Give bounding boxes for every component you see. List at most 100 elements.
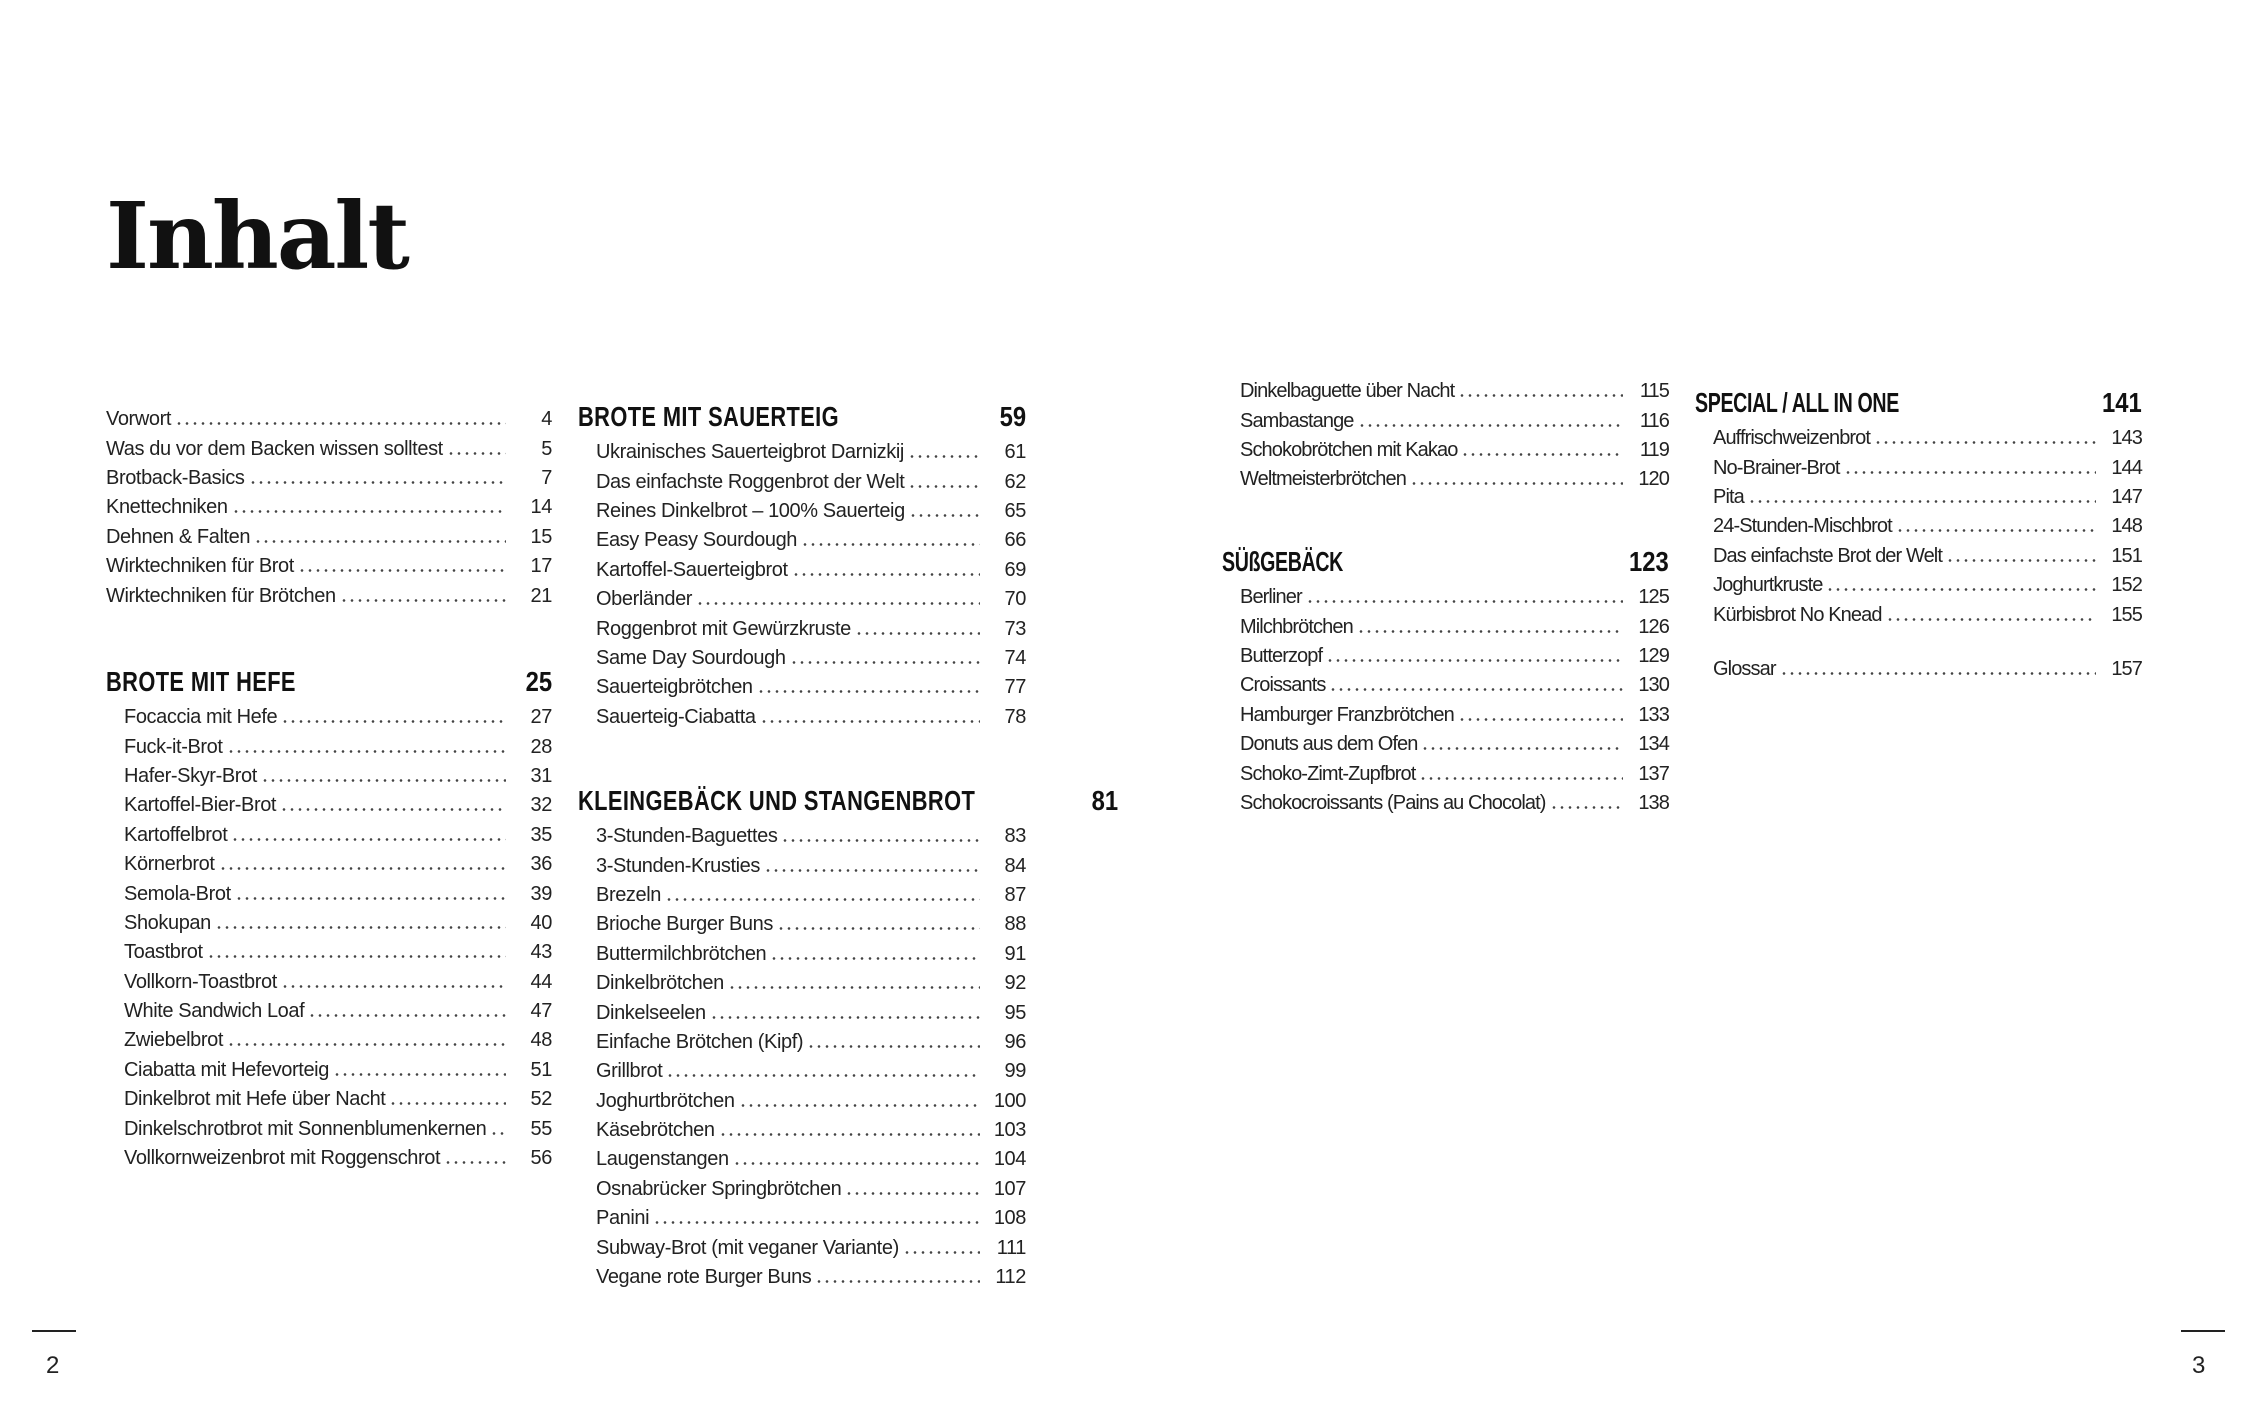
toc-entry[interactable]: Grillbrot 99 (578, 1057, 1026, 1086)
toc-entry-title: Fuck-it-Brot (124, 735, 223, 758)
toc-entry[interactable]: Dinkelbaguette über Nacht 115 (1240, 377, 1670, 406)
toc-entry[interactable]: Hamburger Franzbrötchen 133 (1222, 701, 1670, 730)
toc-entry[interactable]: Reines Dinkelbrot – 100% Sauerteig 65 (578, 497, 1026, 526)
toc-entry[interactable]: Brezeln 87 (578, 881, 1026, 910)
toc-entry[interactable]: Schokobrötchen mit Kakao 119 (1240, 436, 1670, 465)
toc-entry[interactable]: 3-Stunden-Baguettes 83 (578, 822, 1026, 851)
toc-entry-title: Knettechniken (106, 496, 228, 519)
toc-entry-title: Semola-Brot (124, 882, 231, 905)
toc-entry-page: 39 (530, 882, 553, 905)
toc-entry[interactable]: Was du vor dem Backen wissen solltest 5 (106, 434, 552, 463)
toc-entry[interactable]: Knettechniken 14 (106, 493, 552, 522)
toc-entry[interactable]: Buttermilchbrötchen 91 (578, 940, 1026, 969)
toc-entry[interactable]: Ukrainisches Sauerteigbrot Darnizkij 61 (578, 438, 1026, 467)
toc-entry[interactable]: Brotback-Basics 7 (106, 464, 552, 493)
toc-entry[interactable]: Fuck-it-Brot 28 (106, 732, 552, 761)
toc-entry[interactable]: Sauerteigbrötchen 77 (578, 673, 1026, 702)
dot-leader (231, 510, 506, 514)
toc-entry[interactable]: Osnabrücker Springbrötchen 107 (578, 1175, 1026, 1204)
toc-entry[interactable]: Toastbrot 43 (106, 938, 552, 967)
toc-entry[interactable]: Dinkelseelen 95 (578, 998, 1026, 1027)
toc-entry[interactable]: Subway-Brot (mit veganer Variante) 111 (578, 1233, 1026, 1262)
toc-entry[interactable]: Wirktechniken für Brot 17 (106, 552, 552, 581)
toc-entry[interactable]: Zwiebelbrot 48 (106, 1026, 552, 1055)
toc-entry[interactable]: Vollkorn-Toastbrot 44 (106, 968, 552, 997)
toc-entry[interactable]: Semola-Brot 39 (106, 879, 552, 908)
section-heading: KLEINGEBÄCK UND STANGENBROT 81 (578, 783, 1118, 819)
toc-entry[interactable]: Roggenbrot mit Gewürzkruste 73 (578, 614, 1026, 643)
toc-entry[interactable]: Vollkornweizenbrot mit Roggenschrot 56 (106, 1144, 552, 1173)
dot-leader (339, 598, 506, 602)
dot-leader (297, 569, 506, 573)
toc-entry[interactable]: Pita 147 (1695, 483, 2143, 512)
toc-entry[interactable]: Schoko-Zimt-Zupfbrot 137 (1222, 759, 1670, 788)
toc-entry[interactable]: Oberländer 70 (578, 585, 1026, 614)
toc-entry[interactable]: Wirktechniken für Brötchen 21 (106, 581, 552, 610)
toc-entry[interactable]: Kartoffel-Bier-Brot 32 (106, 791, 552, 820)
toc-entry[interactable]: 24-Stunden-Mischbrot 148 (1695, 512, 2143, 541)
toc-entry[interactable]: No-Brainer-Brot 144 (1695, 453, 2143, 482)
toc-entry[interactable]: Donuts aus dem Ofen 134 (1222, 730, 1670, 759)
toc-entry[interactable]: Ciabatta mit Hefevorteig 51 (106, 1056, 552, 1085)
toc-entry-title: Was du vor dem Backen wissen solltest (106, 437, 443, 460)
toc-entry-page: 133 (1638, 703, 1670, 726)
toc-entry[interactable]: Dehnen & Falten 15 (106, 523, 552, 552)
toc-entry[interactable]: White Sandwich Loaf 47 (106, 997, 552, 1026)
toc-entry[interactable]: Kürbisbrot No Knead 155 (1695, 600, 2143, 629)
toc-entry-title: Butterzopf (1240, 644, 1323, 667)
toc-entry-page: 7 (541, 466, 552, 489)
toc-entry[interactable]: Vegane rote Burger Buns 112 (578, 1263, 1026, 1292)
dot-leader (1946, 558, 2096, 562)
toc-entry[interactable]: Focaccia mit Hefe 27 (106, 703, 552, 732)
toc-entry[interactable]: Berliner 125 (1222, 583, 1670, 612)
toc-entry[interactable]: Das einfachste Brot der Welt 151 (1695, 542, 2143, 571)
toc-entry[interactable]: Hafer-Skyr-Brot 31 (106, 762, 552, 791)
dot-leader (281, 720, 506, 724)
toc-entry[interactable]: Same Day Sourdough 74 (578, 644, 1026, 673)
toc-entry[interactable]: Schokocroissants (Pains au Chocolat) 138 (1222, 789, 1670, 818)
dot-leader (1826, 588, 2096, 592)
toc-entry[interactable]: Laugenstangen 104 (578, 1145, 1026, 1174)
toc-entry[interactable]: Joghurtkruste 152 (1695, 571, 2143, 600)
toc-entry[interactable]: Körnerbrot 36 (106, 850, 552, 879)
toc-entry-title: Dinkelschrotbrot mit Sonnenblumenkernen (124, 1117, 487, 1140)
toc-entry[interactable]: Kartoffelbrot 35 (106, 821, 552, 850)
toc-entry[interactable]: Das einfachste Roggenbrot der Welt 62 (578, 467, 1026, 496)
dot-leader (764, 868, 980, 872)
toc-entry[interactable]: Käsebrötchen 103 (578, 1116, 1026, 1145)
dot-leader (1874, 441, 2096, 445)
toc-entry[interactable]: Butterzopf 129 (1222, 642, 1670, 671)
toc-entry-title: Milchbrötchen (1240, 615, 1354, 638)
toc-entry[interactable]: 3-Stunden-Krusties 84 (578, 851, 1026, 880)
toc-entry[interactable]: Sauerteig-Ciabatta 78 (578, 703, 1026, 732)
toc-entry-title: Zwiebelbrot (124, 1029, 223, 1052)
toc-entry[interactable]: Auffrischweizenbrot 143 (1695, 424, 2143, 453)
toc-entry[interactable]: Panini 108 (578, 1204, 1026, 1233)
toc-entry-page: 112 (995, 1266, 1026, 1289)
toc-entry[interactable]: Einfache Brötchen (Kipf) 96 (578, 1028, 1026, 1057)
toc-entry[interactable]: Brioche Burger Buns 88 (578, 910, 1026, 939)
toc-entry[interactable]: Dinkelbrötchen 92 (578, 969, 1026, 998)
toc-entry-title: Dinkelseelen (596, 1001, 706, 1024)
toc-entry[interactable]: Kartoffel-Sauerteigbrot 69 (578, 556, 1026, 585)
toc-entry[interactable]: Joghurtbrötchen 100 (578, 1087, 1026, 1116)
toc-entry-page: 32 (530, 794, 553, 817)
toc-entry[interactable]: Sambastange 116 (1240, 406, 1670, 435)
toc-entry-page: 130 (1638, 674, 1670, 697)
toc-entry[interactable]: Dinkelbrot mit Hefe über Nacht 52 (106, 1085, 552, 1114)
toc-entry[interactable]: Weltmeisterbrötchen 120 (1240, 465, 1670, 494)
toc-entry-title: Easy Peasy Sourdough (596, 529, 798, 552)
toc-entry[interactable]: Shokupan 40 (106, 909, 552, 938)
toc-entry[interactable]: Easy Peasy Sourdough 66 (578, 526, 1026, 555)
toc-entry[interactable]: Croissants 130 (1222, 671, 1670, 700)
toc-entry[interactable]: Milchbrötchen 126 (1222, 612, 1670, 641)
toc-entry[interactable]: Vorwort 4 (106, 405, 552, 434)
dot-leader (738, 1103, 980, 1107)
page-title: Inhalt (106, 182, 410, 290)
toc-entry[interactable]: Glossar 157 (1713, 655, 2143, 684)
toc-entry-title: Croissants (1240, 674, 1326, 697)
toc-entry[interactable]: Dinkelschrotbrot mit Sonnenblumenkernen 5… (106, 1114, 552, 1143)
toc-entry-title: Dinkelbrot mit Hefe über Nacht (124, 1088, 386, 1111)
toc-entry-title: Dehnen & Falten (106, 525, 251, 548)
dot-leader (770, 956, 980, 960)
